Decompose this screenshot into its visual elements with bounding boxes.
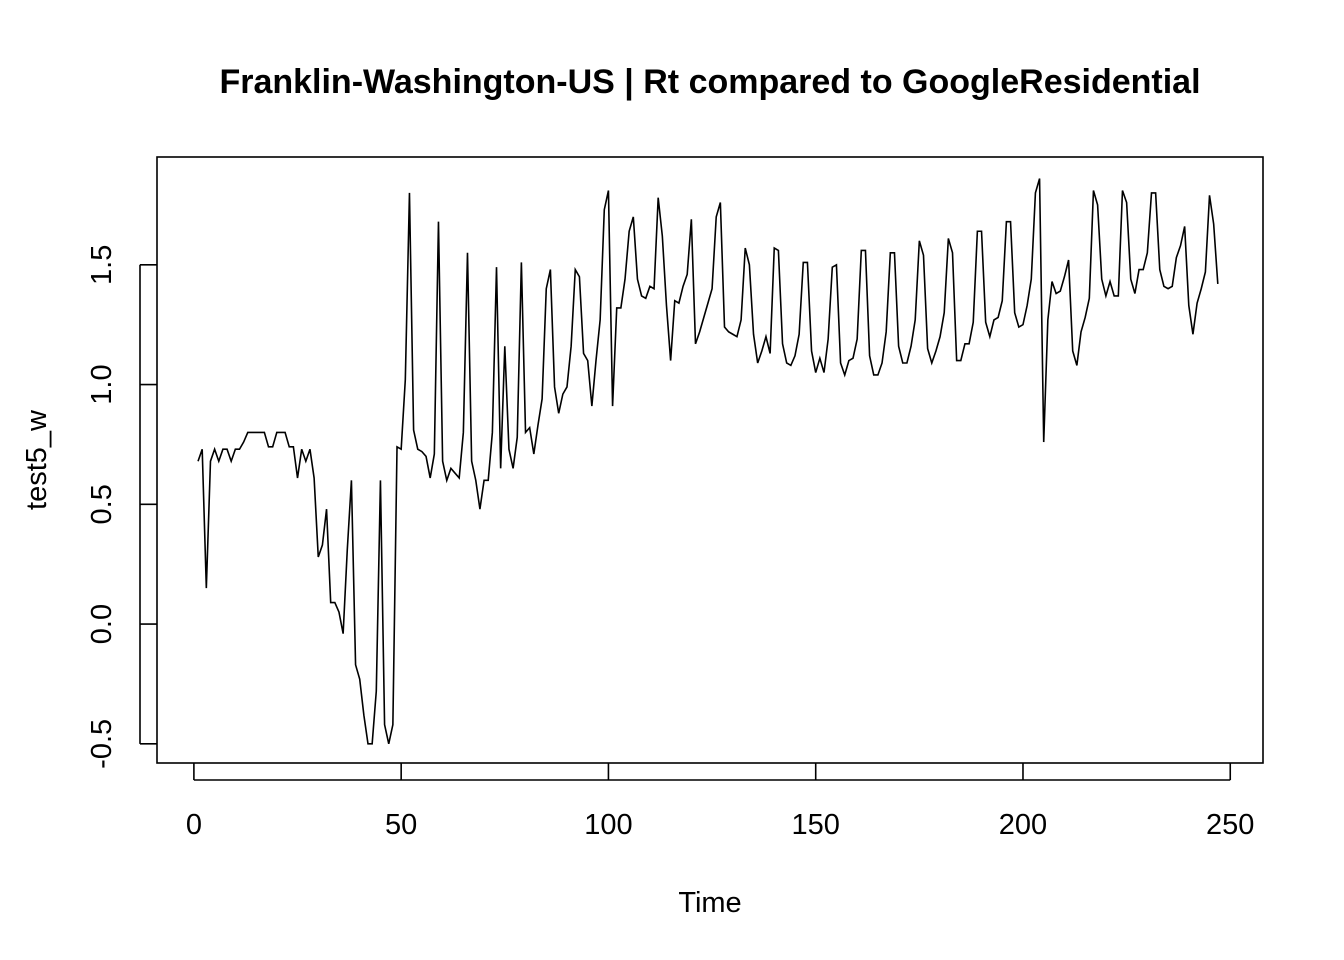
y-tick-label: -0.5	[86, 719, 118, 769]
series-line	[197, 178, 1219, 745]
y-tick-label: 1.0	[86, 364, 118, 404]
plot-frame	[156, 156, 1264, 764]
x-axis-label: Time	[678, 887, 741, 919]
x-tick-label: 150	[792, 809, 840, 841]
x-tick-label: 0	[186, 809, 202, 841]
x-tick-label: 250	[1206, 809, 1254, 841]
y-tick-label: 1.5	[86, 245, 118, 285]
x-tick-label: 100	[584, 809, 632, 841]
y-axis-label: test5_w	[21, 409, 53, 510]
y-tick-label: 0.5	[86, 484, 118, 524]
y-tick-label: 0.0	[86, 604, 118, 644]
y-axis: -0.5 0.0 0.5 1.0 1.5	[86, 245, 157, 769]
x-tick-label: 200	[999, 809, 1047, 841]
x-axis: 0 50 100 150 200 250	[186, 763, 1254, 841]
chart-title: Franklin-Washington-US | Rt compared to …	[219, 63, 1200, 101]
series-layer	[197, 178, 1219, 745]
x-tick-label: 50	[385, 809, 417, 841]
